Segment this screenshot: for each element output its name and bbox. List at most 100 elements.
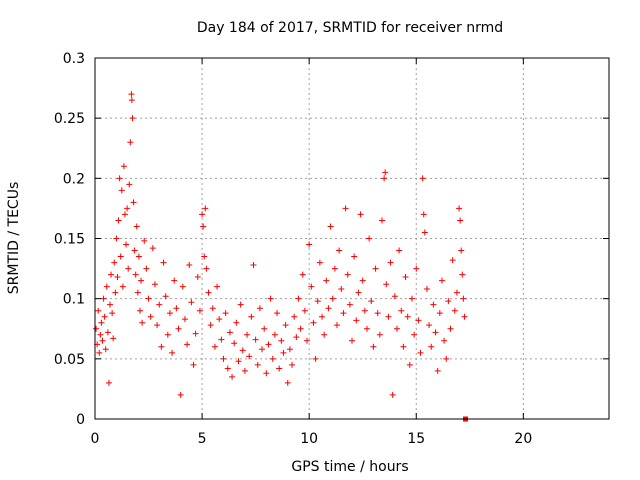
- data-point: [164, 331, 171, 338]
- data-point: [252, 336, 259, 343]
- data-point: [108, 271, 115, 278]
- data-point: [114, 274, 121, 281]
- data-point: [211, 343, 218, 350]
- data-point: [101, 313, 108, 320]
- data-point: [226, 329, 233, 336]
- data-point: [194, 274, 201, 281]
- data-point: [143, 265, 150, 272]
- data-point: [396, 247, 403, 254]
- x-axis-label: GPS time / hours: [291, 459, 408, 475]
- data-point: [453, 289, 460, 296]
- data-point: [271, 331, 278, 338]
- data-point: [428, 343, 435, 350]
- data-point: [329, 295, 336, 302]
- data-point: [408, 295, 415, 302]
- data-point: [97, 331, 104, 338]
- data-point: [415, 317, 422, 324]
- data-point: [103, 283, 110, 290]
- data-point: [376, 331, 383, 338]
- x-tick-label: 20: [514, 431, 532, 447]
- data-point: [131, 247, 138, 254]
- data-point: [200, 223, 207, 230]
- data-point: [269, 355, 276, 362]
- data-point: [417, 349, 424, 356]
- data-point: [124, 205, 131, 212]
- data-point: [461, 313, 468, 320]
- data-point: [162, 293, 169, 300]
- data-point: [248, 313, 255, 320]
- y-tick-label: 0: [76, 412, 85, 428]
- axis-ticks: 0 0.05 0.1 0.15 0.2 0.25 0.3 0 5 10 15 20: [54, 51, 609, 447]
- data-point: [160, 259, 167, 266]
- data-point: [224, 365, 231, 372]
- data-point: [190, 361, 197, 368]
- data-point: [139, 319, 146, 326]
- data-point: [278, 337, 285, 344]
- data-point: [177, 391, 184, 398]
- data-point: [151, 281, 158, 288]
- data-point: [93, 325, 100, 332]
- data-point: [149, 245, 156, 252]
- data-point: [426, 322, 433, 329]
- data-point: [134, 289, 141, 296]
- data-point: [222, 310, 229, 317]
- data-point: [218, 336, 225, 343]
- data-point: [391, 293, 398, 300]
- data-point: [265, 341, 272, 348]
- data-point: [259, 346, 266, 353]
- data-point: [297, 325, 304, 332]
- data-point: [105, 379, 112, 386]
- data-point: [231, 340, 238, 347]
- data-point: [321, 331, 328, 338]
- data-point: [147, 313, 154, 320]
- data-point: [280, 349, 287, 356]
- data-point: [327, 223, 334, 230]
- data-point: [184, 341, 191, 348]
- data-point: [451, 307, 458, 314]
- x-tick-label: 0: [91, 431, 100, 447]
- data-point: [106, 301, 113, 308]
- data-point: [237, 301, 244, 308]
- data-point: [202, 205, 209, 212]
- data-point: [128, 97, 135, 104]
- data-point: [207, 322, 214, 329]
- data-point: [351, 253, 358, 260]
- data-point: [363, 325, 370, 332]
- data-point: [171, 277, 178, 284]
- data-point: [447, 325, 454, 332]
- data-points: [93, 91, 469, 422]
- data-point: [370, 343, 377, 350]
- data-point: [355, 289, 362, 296]
- data-point: [136, 307, 143, 314]
- data-point: [445, 298, 452, 305]
- data-point: [209, 305, 216, 312]
- data-point: [175, 325, 182, 332]
- data-point: [166, 310, 173, 317]
- data-point: [128, 91, 135, 98]
- data-point: [423, 286, 430, 293]
- data-point: [385, 313, 392, 320]
- data-point: [254, 361, 261, 368]
- data-point: [199, 211, 206, 218]
- data-point: [263, 370, 270, 377]
- data-point: [158, 343, 165, 350]
- data-point: [357, 211, 364, 218]
- data-point: [111, 259, 118, 266]
- data-point: [96, 349, 103, 356]
- data-point: [459, 271, 466, 278]
- y-tick-label: 0.2: [63, 171, 85, 187]
- data-point: [130, 199, 137, 206]
- data-point: [342, 205, 349, 212]
- data-point: [323, 277, 330, 284]
- data-point: [239, 347, 246, 354]
- data-point: [301, 307, 308, 314]
- y-axis-label: SRMTID / TECUs: [6, 182, 22, 295]
- data-point: [250, 261, 257, 268]
- data-point: [334, 322, 341, 329]
- data-point: [387, 259, 394, 266]
- data-point: [156, 301, 163, 308]
- data-point: [295, 295, 302, 302]
- data-point: [173, 305, 180, 312]
- data-point: [154, 322, 161, 329]
